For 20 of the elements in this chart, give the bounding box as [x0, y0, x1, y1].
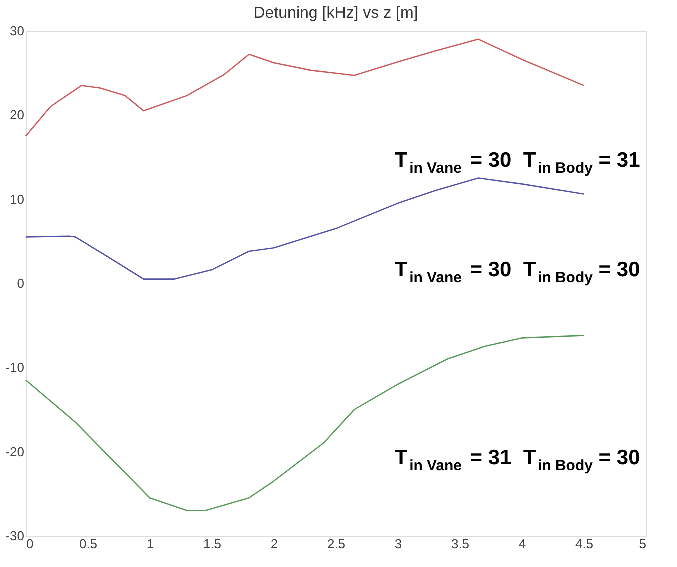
y-tick-label: -30 — [6, 528, 24, 544]
y-tick-label: 0 — [17, 276, 24, 291]
x-tick-label: 3 — [394, 536, 402, 552]
x-tick-label: 0 — [26, 536, 34, 552]
x-tick-label: 3.5 — [451, 536, 470, 552]
line-series — [25, 38, 585, 137]
x-tick-label: 0.5 — [79, 536, 98, 552]
x-tick-label: 2 — [270, 536, 278, 552]
x-tick-label: 4 — [518, 536, 526, 552]
x-tick-label: 4.5 — [575, 536, 594, 552]
y-tick-label: 10 — [10, 192, 24, 207]
x-tick-label: 5 — [639, 536, 646, 552]
x-tick-label: 2.5 — [327, 536, 346, 552]
y-tick-label: -20 — [6, 444, 24, 460]
y-tick-label: 20 — [10, 108, 24, 123]
chart-title: Detuning [kHz] vs z [m] — [254, 5, 418, 22]
x-tick-label: 1.5 — [203, 536, 222, 552]
y-tick-label: 30 — [10, 24, 24, 38]
x-tick-label: 1 — [146, 536, 154, 552]
y-tick-label: -10 — [6, 360, 24, 376]
